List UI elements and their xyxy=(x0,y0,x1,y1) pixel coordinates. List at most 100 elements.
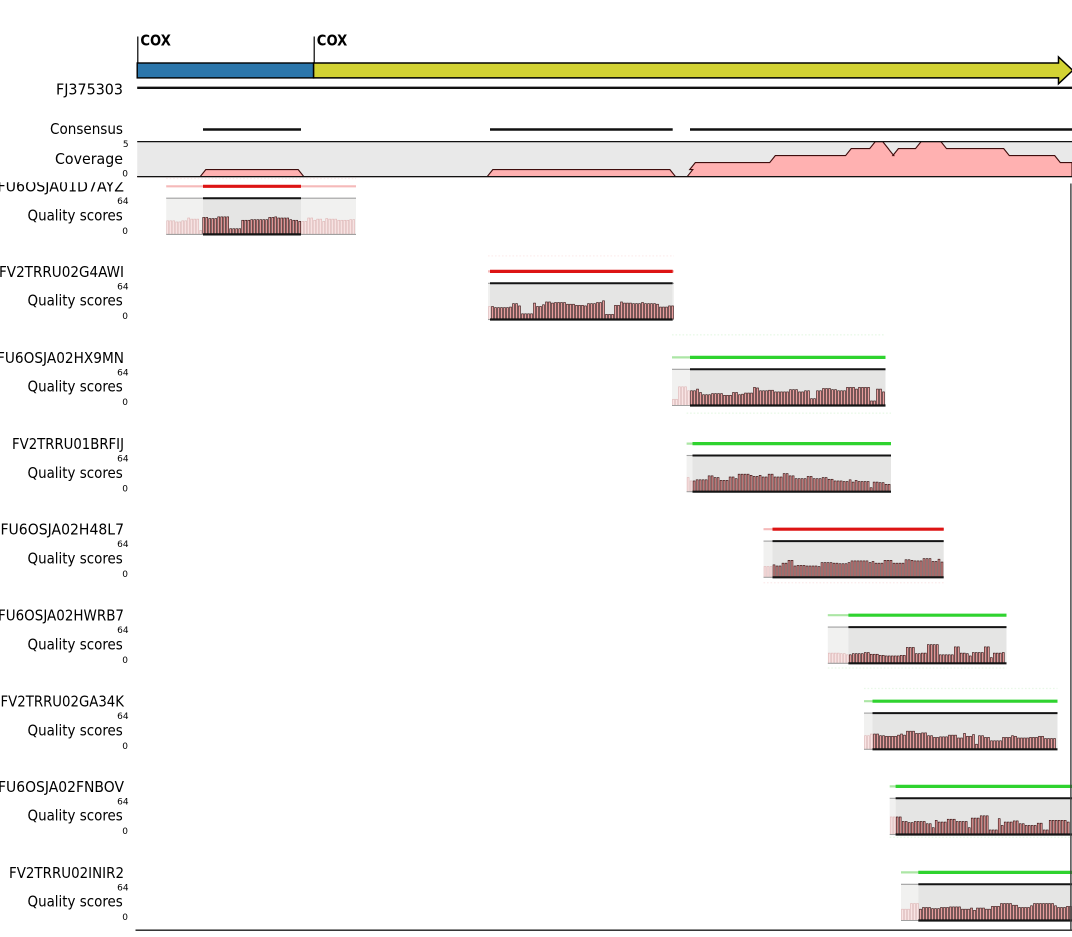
quality-bar xyxy=(585,306,587,320)
quality-bar xyxy=(182,221,184,235)
quality-bar xyxy=(822,478,824,492)
quality-bar xyxy=(878,563,880,577)
quality-bar xyxy=(828,653,830,663)
quality-bar xyxy=(1013,821,1015,835)
quality-bar xyxy=(715,394,717,406)
quality-bar xyxy=(926,559,928,578)
quality-bar xyxy=(870,654,872,663)
quality-bar xyxy=(959,821,961,834)
quality-bar xyxy=(534,303,536,319)
quality-bar xyxy=(932,909,934,921)
quality-bar xyxy=(800,565,802,577)
quality-bar xyxy=(880,389,882,405)
quality-bar xyxy=(251,220,253,235)
quality-bar xyxy=(706,395,708,406)
quality-bar xyxy=(908,560,910,578)
quality-bar xyxy=(702,480,704,492)
quality-bar xyxy=(269,217,271,234)
quality-bar xyxy=(854,561,856,577)
quality-bar xyxy=(248,220,250,234)
quality-bar xyxy=(179,222,181,234)
quality-bar xyxy=(779,566,781,577)
quality-bar xyxy=(992,906,994,920)
quality-bar xyxy=(940,737,942,749)
quality-axis-min-label: 0 xyxy=(122,913,128,923)
quality-bar xyxy=(191,219,193,234)
quality-scores-label: Quality scores xyxy=(28,464,123,482)
quality-bar xyxy=(760,391,762,406)
quality-bar xyxy=(350,220,352,235)
read-name-label[interactable]: FU6OSJA02FNBOV xyxy=(0,778,125,796)
read-name-label[interactable]: FV2TRRU02G4AWI xyxy=(0,263,124,281)
quality-bar xyxy=(727,395,729,405)
quality-bar xyxy=(630,303,632,319)
quality-bar xyxy=(293,220,295,234)
read-name-label[interactable]: FU6OSJA01D7AYZ xyxy=(0,178,124,196)
quality-bar xyxy=(888,656,890,663)
quality-bar xyxy=(795,479,797,492)
quality-bar xyxy=(796,390,798,406)
read-name-label[interactable]: FV2TRRU01BRFIJ xyxy=(12,435,124,453)
quality-bar xyxy=(305,221,307,234)
quality-bar xyxy=(1003,737,1005,749)
annotation-arrow[interactable] xyxy=(314,57,1072,84)
quality-bar xyxy=(1051,739,1053,750)
quality-bar xyxy=(849,655,851,663)
quality-bar xyxy=(895,736,897,749)
quality-bar xyxy=(666,307,668,319)
quality-bar xyxy=(824,563,826,578)
quality-bar xyxy=(815,566,817,577)
quality-bar xyxy=(588,304,590,320)
quality-bar xyxy=(979,736,981,750)
quality-bar xyxy=(858,654,860,664)
quality-bar xyxy=(931,736,933,750)
quality-bar xyxy=(778,392,780,406)
quality-bar xyxy=(985,737,987,749)
quality-bar xyxy=(865,387,867,405)
quality-bar xyxy=(983,816,985,835)
quality-bar xyxy=(774,477,776,492)
read-name-label[interactable]: FU6OSJA02HX9MN xyxy=(0,349,124,367)
quality-bar xyxy=(555,303,557,320)
quality-bar xyxy=(1031,825,1033,834)
quality-bar xyxy=(876,482,878,492)
quality-bar xyxy=(875,563,877,577)
quality-bar xyxy=(1006,737,1008,749)
quality-bar xyxy=(627,303,629,319)
quality-bar xyxy=(597,303,599,320)
quality-bar xyxy=(735,479,737,492)
quality-axis-min-label: 0 xyxy=(122,742,128,752)
quality-bar xyxy=(188,218,190,234)
quality-bar xyxy=(770,567,772,578)
quality-bar xyxy=(804,479,806,492)
quality-bar xyxy=(1022,824,1024,835)
read-name-label[interactable]: FU6OSJA02H48L7 xyxy=(1,521,125,539)
quality-bar xyxy=(1055,820,1057,834)
quality-bar xyxy=(720,480,722,491)
quality-bar xyxy=(873,482,875,492)
read-name-label[interactable]: FV2TRRU02GA34K xyxy=(1,693,126,711)
quality-bar xyxy=(965,821,967,834)
quality-bar xyxy=(495,308,497,320)
quality-bar xyxy=(939,655,941,663)
quality-bar xyxy=(818,567,820,578)
read-name-label[interactable]: FU6OSJA02HWRB7 xyxy=(0,607,124,625)
quality-bar xyxy=(980,908,982,920)
quality-bar xyxy=(883,392,885,406)
quality-bar xyxy=(266,220,268,235)
quality-bar xyxy=(582,305,584,319)
quality-bar xyxy=(877,734,879,749)
quality-bar xyxy=(170,221,172,235)
quality-bar xyxy=(948,655,950,663)
quality-bar xyxy=(860,561,862,577)
quality-bar xyxy=(1027,738,1029,749)
read-name-label[interactable]: FV2TRRU02INIR2 xyxy=(9,864,124,882)
quality-bar xyxy=(703,395,705,406)
quality-bar xyxy=(648,304,650,320)
quality-bar xyxy=(956,821,958,834)
annotation-segment[interactable] xyxy=(137,63,313,78)
quality-bar xyxy=(793,390,795,406)
quality-bar xyxy=(871,734,873,749)
quality-bar xyxy=(987,647,989,663)
quality-bar xyxy=(968,909,970,920)
